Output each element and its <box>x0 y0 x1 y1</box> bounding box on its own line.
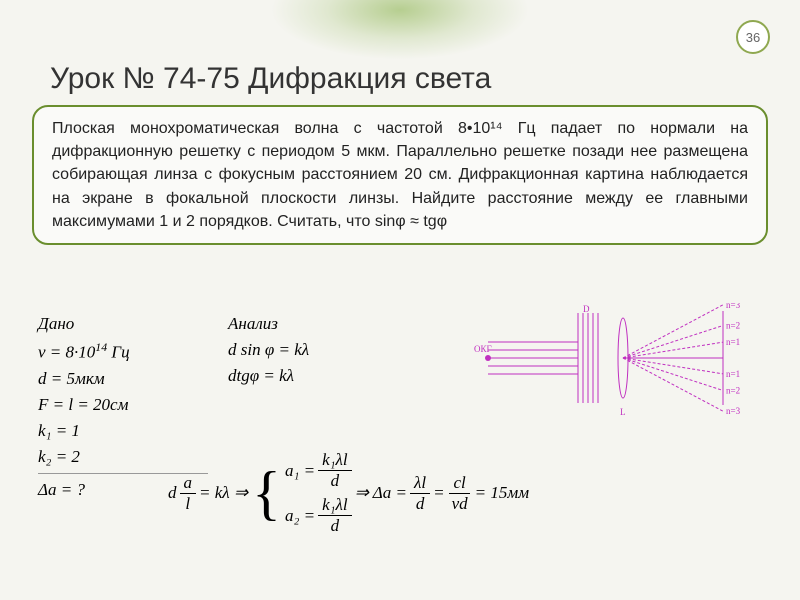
page-number-badge: 36 <box>736 20 770 54</box>
given-d: d = 5мкм <box>38 369 208 389</box>
frac-a-over-l: a l <box>180 473 197 514</box>
given-nu: ν = 8·1014 Гц <box>38 340 208 363</box>
svg-text:n=2: n=2 <box>726 321 740 331</box>
svg-text:n=1: n=1 <box>726 369 740 379</box>
derivation-equation: d a l = kλ ⇒ { a₁ = k₁λl d a₂ = k₁λl d <box>168 448 529 538</box>
given-F: F = l = 20см <box>38 395 208 415</box>
problem-text: Плоская монохроматическая волна с частот… <box>52 120 748 230</box>
problem-statement-box: Плоская монохроматическая волна с частот… <box>32 105 768 245</box>
analysis-eq1: d sin φ = kλ <box>228 340 428 360</box>
a1-a2-stack: a₁ = k₁λl d a₂ = k₁λl d <box>285 448 355 538</box>
svg-text:D: D <box>583 304 590 314</box>
svg-text:n=1: n=1 <box>726 337 740 347</box>
decorative-header-swirl <box>270 0 530 60</box>
given-k1: k₁ = 1 <box>38 421 208 441</box>
given-heading: Дано <box>38 314 208 334</box>
lesson-title: Урок № 74-75 Дифракция света <box>50 62 491 96</box>
left-brace-icon: { <box>252 468 281 518</box>
diffraction-diagram: ОКГ L Dn=3 n=2 n=1 n=1 n=2 n=3 <box>468 303 748 423</box>
svg-text:ОКГ: ОКГ <box>474 344 492 354</box>
svg-text:n=3: n=3 <box>726 406 741 416</box>
page-number: 36 <box>746 30 760 45</box>
analysis-heading: Анализ <box>228 314 428 334</box>
analysis-block: Анализ d sin φ = kλ dtgφ = kλ <box>228 308 428 392</box>
solution-area: Дано ν = 8·1014 Гц d = 5мкм F = l = 20см… <box>38 308 770 580</box>
svg-text:L: L <box>620 407 626 417</box>
svg-text:n=2: n=2 <box>726 385 740 395</box>
analysis-eq2: dtgφ = kλ <box>228 366 428 386</box>
svg-text:n=3: n=3 <box>726 303 741 310</box>
